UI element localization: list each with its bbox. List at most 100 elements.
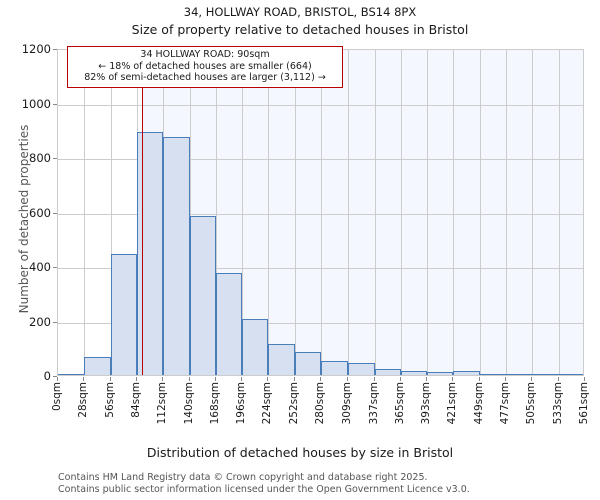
x-tick-mark-168 [214, 377, 216, 381]
annotation-line-3: 82% of semi-detached houses are larger (… [84, 72, 326, 83]
bar-196-224 [242, 319, 269, 375]
y-tick-label-400: 400 [29, 260, 51, 274]
x-tick-mark-393 [426, 377, 428, 381]
y-tick-mark-400 [53, 267, 57, 268]
bar-449-477 [479, 373, 507, 375]
gridline-x-449 [479, 50, 481, 375]
gridline-x-365 [400, 50, 402, 375]
bar-28-56 [84, 357, 111, 375]
y-tick-mark-1200 [53, 49, 57, 50]
x-tick-label-84: 84sqm [129, 382, 142, 418]
x-tick-label-56: 56sqm [103, 382, 116, 418]
bar-365-393 [400, 371, 428, 375]
gridline-x-252 [294, 50, 296, 375]
x-tick-label-280: 280sqm [314, 382, 327, 425]
bar-280-309 [321, 360, 349, 375]
x-tick-mark-365 [399, 377, 401, 381]
x-tick-mark-252 [293, 377, 295, 381]
x-tick-label-365: 365sqm [393, 382, 406, 425]
footer-line-2: Contains public sector information licen… [58, 483, 470, 495]
title-line-2: Size of property relative to detached ho… [131, 22, 469, 37]
x-tick-mark-421 [452, 377, 454, 381]
gridline-x-309 [348, 50, 350, 375]
gridline-y-200 [58, 322, 583, 324]
gridline-x-421 [453, 50, 455, 375]
gridline-x-224 [268, 50, 270, 375]
gridline-x-280 [321, 50, 323, 375]
gridline-x-505 [532, 50, 534, 375]
x-tick-mark-309 [347, 377, 349, 381]
y-tick-mark-600 [53, 212, 57, 214]
plot-area [57, 49, 584, 376]
gridline-x-140 [189, 50, 191, 375]
x-tick-mark-56 [109, 377, 111, 381]
x-tick-label-505: 505sqm [525, 382, 538, 425]
title-line-1: 34, HOLLWAY ROAD, BRISTOL, BS14 8PX [183, 5, 417, 19]
bar-421-449 [453, 371, 480, 375]
bar-0-28 [58, 373, 85, 375]
annotation-line-2: ← 18% of detached houses are smaller (66… [98, 60, 312, 72]
annotation-line-1: 34 HOLLWAY ROAD: 90sqm [140, 49, 270, 60]
x-tick-mark-337 [373, 377, 375, 381]
x-tick-mark-28 [83, 377, 85, 381]
bar-84-112 [136, 132, 164, 375]
x-tick-mark-280 [320, 377, 322, 381]
gridline-x-477 [506, 50, 508, 375]
x-tick-label-112: 112sqm [156, 382, 169, 425]
footer-attribution: Contains HM Land Registry data © Crown c… [58, 472, 598, 495]
x-tick-mark-140 [188, 377, 190, 381]
property-size-marker-line [141, 50, 144, 375]
y-tick-label-1200: 1200 [21, 42, 51, 56]
x-tick-label-140: 140sqm [182, 382, 195, 425]
gridline-y-400 [58, 268, 583, 269]
y-tick-mark-1000 [53, 103, 57, 105]
x-tick-label-224: 224sqm [261, 382, 274, 425]
gridline-y-600 [58, 213, 583, 215]
y-tick-label-200: 200 [29, 314, 51, 329]
chart-title: 34, HOLLWAY ROAD, BRISTOL, BS14 8PX Size… [0, 4, 600, 39]
x-tick-label-393: 393sqm [420, 382, 433, 425]
bar-533-561 [558, 373, 583, 375]
gridline-x-393 [427, 50, 429, 375]
gridline-x-28 [84, 50, 86, 375]
x-tick-mark-84 [135, 377, 137, 381]
x-tick-mark-477 [505, 377, 507, 381]
x-tick-label-477: 477sqm [499, 382, 512, 425]
bar-112-140 [163, 137, 190, 375]
x-tick-mark-449 [478, 377, 480, 381]
x-tick-mark-112 [162, 377, 164, 381]
x-tick-label-421: 421sqm [446, 382, 459, 425]
x-tick-label-0: 0sqm [51, 382, 63, 412]
gridline-y-800 [58, 159, 583, 160]
x-tick-mark-224 [267, 377, 269, 381]
gridline-x-533 [558, 50, 560, 375]
y-tick-label-0: 0 [43, 369, 51, 383]
y-tick-mark-800 [53, 158, 57, 159]
y-tick-label-1000: 1000 [21, 96, 51, 111]
x-tick-label-252: 252sqm [287, 382, 300, 425]
x-tick-label-28: 28sqm [77, 382, 90, 418]
bar-393-421 [427, 372, 454, 375]
x-tick-label-309: 309sqm [341, 382, 354, 425]
bar-168-196 [215, 272, 243, 375]
bar-505-533 [532, 373, 559, 375]
bar-477-505 [506, 373, 533, 375]
bar-337-365 [374, 369, 401, 375]
gridline-x-56 [110, 50, 112, 375]
x-axis-label: Distribution of detached houses by size … [146, 445, 454, 460]
y-tick-label-800: 800 [29, 151, 51, 165]
bar-140-168 [189, 216, 216, 375]
x-tick-label-337: 337sqm [367, 382, 380, 425]
y-axis-label: Number of detached properties [17, 124, 31, 314]
x-tick-label-533: 533sqm [551, 382, 564, 425]
x-tick-label-196: 196sqm [235, 382, 248, 425]
gridline-y-1000 [58, 104, 583, 106]
gridline-x-337 [374, 50, 376, 375]
x-tick-label-168: 168sqm [208, 382, 221, 425]
x-tick-label-561: 561sqm [578, 382, 590, 425]
y-tick-mark-200 [53, 321, 57, 323]
gridline-x-168 [215, 50, 217, 375]
x-tick-mark-533 [557, 377, 559, 381]
